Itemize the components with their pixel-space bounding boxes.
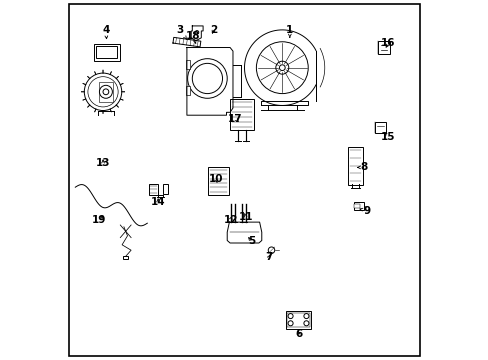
Text: 17: 17: [228, 114, 243, 124]
Circle shape: [195, 31, 199, 34]
Circle shape: [99, 85, 112, 98]
Text: 3: 3: [176, 24, 186, 40]
Text: 13: 13: [96, 158, 110, 168]
Bar: [163, 184, 167, 194]
Text: 8: 8: [357, 162, 367, 172]
Text: 6: 6: [294, 329, 302, 339]
Bar: [208, 167, 228, 195]
Text: 9: 9: [359, 206, 370, 216]
Bar: [354, 202, 363, 210]
Bar: [149, 184, 158, 195]
Text: 4: 4: [102, 24, 109, 39]
Circle shape: [187, 59, 227, 98]
Text: 16: 16: [381, 38, 395, 48]
Circle shape: [103, 89, 108, 95]
Text: 2: 2: [210, 24, 217, 35]
Text: 15: 15: [381, 132, 395, 142]
Text: 7: 7: [265, 252, 272, 262]
Bar: [374, 122, 385, 133]
Circle shape: [287, 314, 292, 319]
Circle shape: [84, 73, 122, 111]
Bar: [230, 99, 253, 130]
Text: 18: 18: [186, 31, 200, 44]
Text: 10: 10: [208, 174, 223, 184]
Circle shape: [303, 321, 308, 326]
Bar: [285, 311, 311, 329]
Circle shape: [192, 63, 222, 94]
Bar: [185, 86, 190, 95]
Bar: [378, 41, 389, 54]
Circle shape: [287, 321, 292, 326]
Bar: [94, 44, 120, 61]
Text: 19: 19: [91, 215, 106, 225]
Circle shape: [88, 77, 118, 107]
Text: 1: 1: [285, 24, 293, 37]
Text: 5: 5: [247, 236, 255, 246]
Text: 14: 14: [150, 197, 165, 207]
Bar: [185, 60, 190, 69]
Text: 12: 12: [223, 215, 238, 225]
Circle shape: [268, 247, 274, 253]
Bar: [96, 46, 117, 58]
Bar: [353, 204, 360, 208]
Bar: [99, 82, 113, 102]
Bar: [123, 256, 128, 259]
Circle shape: [275, 61, 288, 74]
Text: 11: 11: [238, 212, 252, 222]
Circle shape: [279, 65, 285, 71]
Circle shape: [303, 314, 308, 319]
Circle shape: [256, 42, 307, 94]
Bar: [287, 313, 309, 327]
Bar: [347, 147, 362, 184]
